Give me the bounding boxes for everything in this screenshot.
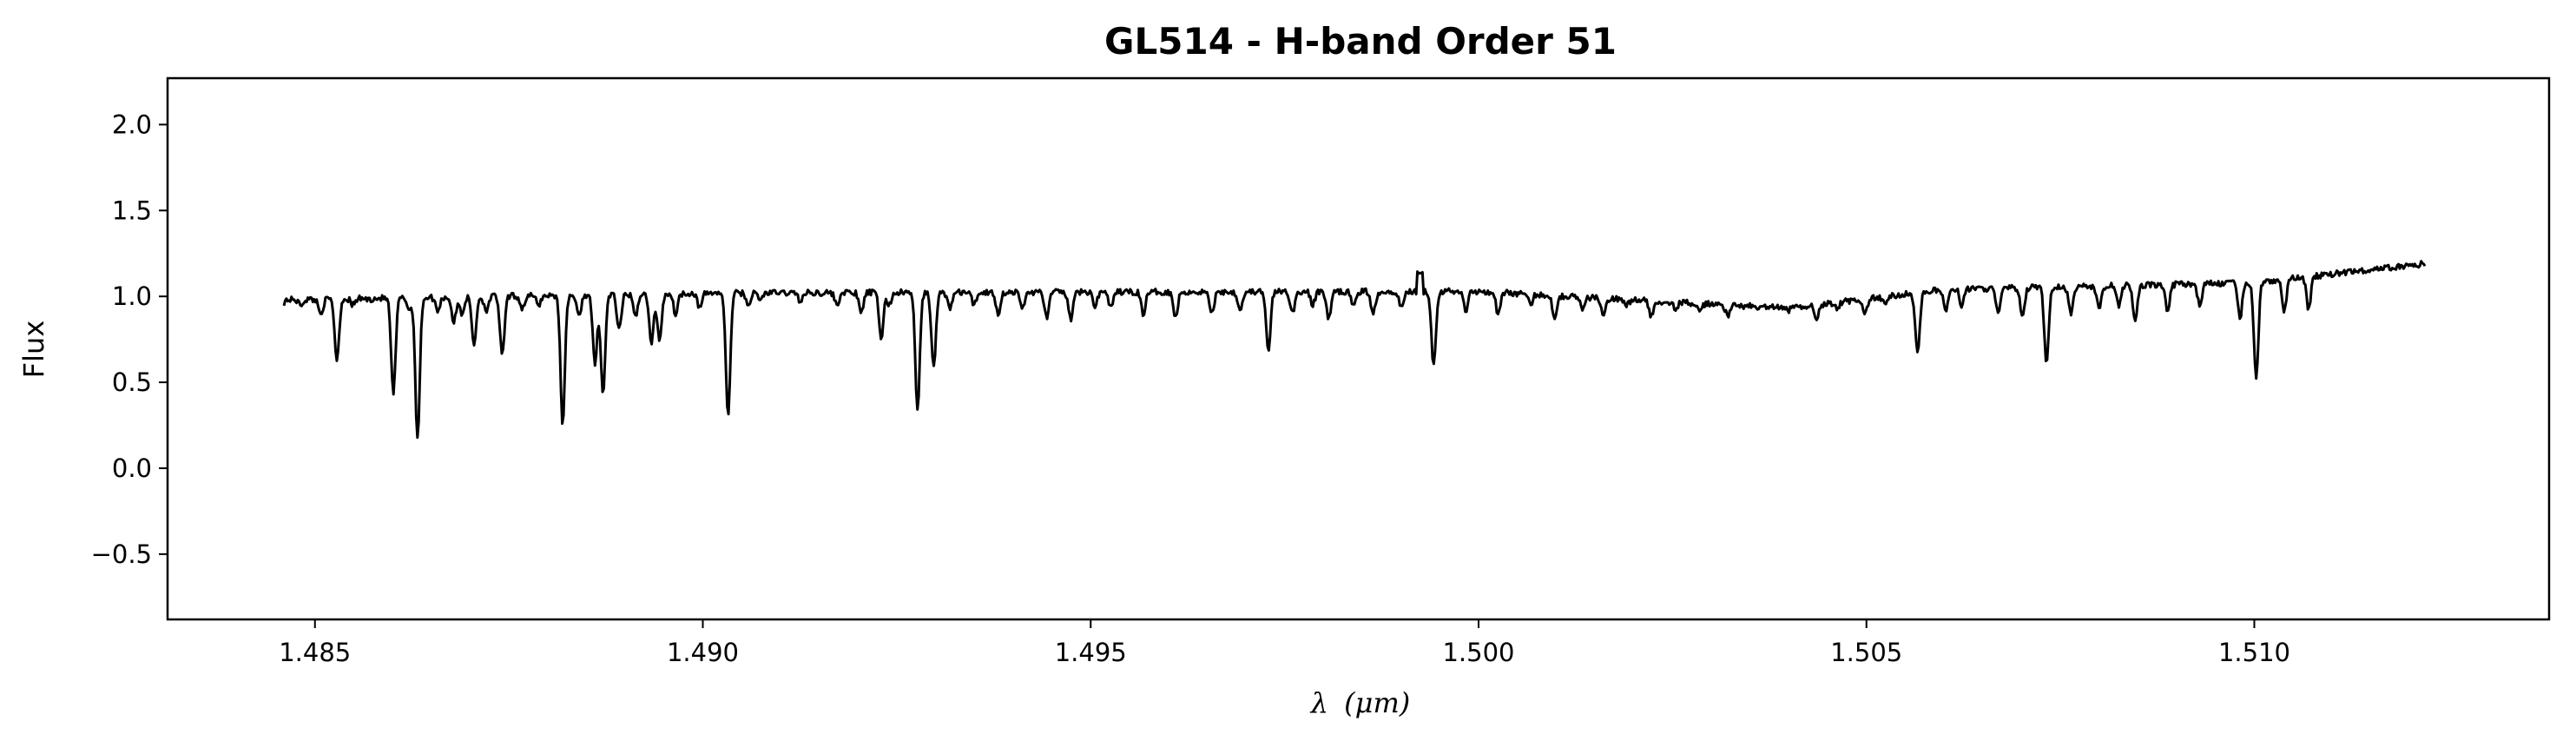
spectrum-line — [282, 260, 2427, 440]
x-tick-label: 1.490 — [667, 638, 739, 667]
x-tick-label: 1.510 — [2218, 638, 2290, 667]
x-tick-label: 1.495 — [1055, 638, 1127, 667]
y-tick-label: 2.0 — [112, 109, 152, 139]
y-tick-label: 0.0 — [112, 453, 152, 483]
y-tick-label: 0.5 — [112, 367, 152, 397]
x-axis-label-symbol: λ — [1309, 686, 1328, 719]
y-tick-label: −0.5 — [91, 539, 152, 569]
y-axis-label: Flux — [17, 321, 50, 379]
x-axis-label: λ (μm) — [1309, 686, 1411, 719]
x-tick-label: 1.505 — [1830, 638, 1902, 667]
plot-frame — [166, 76, 2551, 621]
x-axis-label-unit: (μm) — [1344, 686, 1410, 719]
y-tick-label: 1.0 — [112, 281, 152, 311]
chart-title: GL514 - H-band Order 51 — [1104, 20, 1617, 63]
x-axis: 1.485 1.490 1.495 1.500 1.505 1.510 — [279, 619, 2290, 667]
y-axis: −0.5 0.0 0.5 1.0 1.5 2.0 — [91, 109, 168, 569]
x-tick-label: 1.485 — [279, 638, 351, 667]
y-tick-label: 1.5 — [112, 195, 152, 225]
x-tick-label: 1.500 — [1442, 638, 1514, 667]
